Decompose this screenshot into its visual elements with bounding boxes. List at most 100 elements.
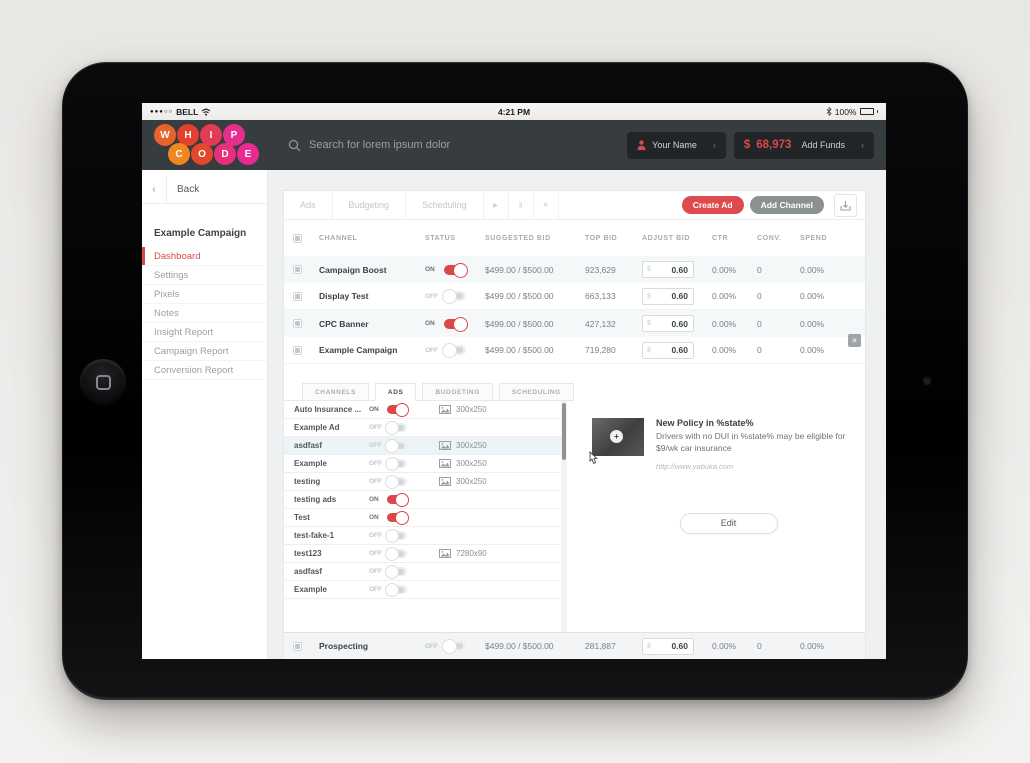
status-toggle[interactable] [444,316,468,332]
ad-toggle[interactable] [385,457,407,471]
top-bid: 281,887 [585,641,616,651]
battery-percent: 100% [834,106,857,117]
ad-toggle[interactable] [385,565,407,579]
dollar-icon: $ [743,139,751,151]
select-all-checkbox[interactable] [293,233,302,243]
adjust-bid-input[interactable]: $0.60 [642,315,694,332]
sidebar-item-dashboard[interactable]: Dashboard [142,247,267,266]
play-icon[interactable]: ▶ [484,191,509,219]
channel-row-campaign-boost[interactable]: Campaign Boost ON $499.00 / $500.00 923,… [284,256,865,283]
close-icon[interactable]: ✕ [534,191,559,219]
row-checkbox[interactable] [293,291,302,301]
ad-row[interactable]: test123 OFF 7280x90 [284,545,561,563]
detail-tab-ads[interactable]: ADS [374,383,417,401]
user-menu-button[interactable]: Your Name › [627,131,726,159]
clock: 4:21 PM [497,106,531,117]
ad-row[interactable]: testing OFF 300x250 [284,473,561,491]
ad-name: asdfasf [294,441,323,450]
ad-row[interactable]: Example Ad OFF [284,419,561,437]
channel-row-display-test[interactable]: Display Test OFF $499.00 / $500.00 663,1… [284,283,865,310]
detail-tab-scheduling[interactable]: SCHEDULING [498,383,574,401]
add-channel-button[interactable]: Add Channel [749,196,824,214]
suggested-bid: $499.00 / $500.00 [485,641,554,651]
ad-row[interactable]: Example OFF 300x250 [284,455,561,473]
status-toggle[interactable] [442,343,466,358]
ad-row[interactable]: test-fake-1 OFF [284,527,561,545]
ad-row[interactable]: Example OFF [284,581,561,599]
zoom-in-icon: + [610,430,623,443]
status-label: OFF [369,478,382,485]
status-toggle[interactable] [442,289,466,304]
logo-letter: E [237,143,259,165]
detail-tab-channels[interactable]: CHANNELS [302,383,369,401]
ad-toggle[interactable] [385,547,407,561]
logo-letter: I [200,124,222,146]
ad-row[interactable]: asdfasf OFF [284,563,561,581]
ad-toggle[interactable] [387,403,409,417]
tab-budgeting[interactable]: Budgeting [333,191,407,219]
conv-value: 0 [757,345,762,355]
ad-preview-image[interactable]: + [589,418,644,464]
row-checkbox[interactable] [293,345,302,355]
expanded-channel-section: ✕ Example Campaign OFF $499.00 / $500.00… [284,334,865,633]
row-checkbox[interactable] [293,319,302,328]
ad-body-text: Drivers with no DUI in %state% may be el… [656,431,846,453]
home-button[interactable] [80,359,126,405]
ad-toggle[interactable] [387,493,409,507]
search-input[interactable]: Search for lorem ipsum dolor [288,139,627,152]
image-icon [439,441,451,450]
ad-toggle[interactable] [385,475,407,489]
channel-row-cpc-banner[interactable]: CPC Banner ON $499.00 / $500.00 427,132 … [284,310,865,337]
bid-value: 0.60 [671,345,688,355]
close-panel-button[interactable]: ✕ [848,334,861,347]
sidebar-item-conversion-report[interactable]: Conversion Report [142,361,267,380]
whipcode-logo[interactable]: W H I P C O D E [152,123,260,167]
sidebar-item-settings[interactable]: Settings [142,266,267,285]
channel-name: Campaign Boost [319,264,387,275]
status-bar: ●●●○○ BELL 4:21 PM 100% [142,103,886,120]
ad-row-highlighted[interactable]: asdfasf OFF 300x250 [284,437,561,455]
adjust-bid-input[interactable]: $0.60 [642,261,694,278]
edit-ad-button[interactable]: Edit [679,512,778,534]
adjust-bid-input[interactable]: $0.60 [642,287,694,305]
ad-row[interactable]: testing ads ON [284,491,561,509]
camera [923,377,931,385]
sidebar-item-campaign-report[interactable]: Campaign Report [142,342,267,361]
ad-toggle[interactable] [385,529,407,543]
ad-toggle[interactable] [385,583,407,597]
pause-icon[interactable]: ‖ [509,191,534,219]
detail-tab-budgeting[interactable]: BUDGETING [422,383,493,401]
status-toggle[interactable] [444,262,468,278]
tab-ads[interactable]: Ads [284,191,333,219]
sidebar-item-notes[interactable]: Notes [142,304,267,323]
status-label: OFF [369,550,382,557]
ad-toggle[interactable] [385,421,407,435]
ad-toggle[interactable] [387,511,409,525]
export-button[interactable] [834,193,857,217]
adjust-bid-input[interactable]: $0.60 [642,341,694,359]
row-checkbox[interactable] [293,641,302,651]
card-toolbar: Ads Budgeting Scheduling ▶ ‖ ✕ Create Ad… [284,191,865,220]
tab-scheduling[interactable]: Scheduling [406,191,484,219]
scrollbar-thumb[interactable] [562,403,566,460]
bid-currency: $ [647,320,651,327]
back-button[interactable]: ‹ Back [142,176,267,204]
sidebar-item-pixels[interactable]: Pixels [142,285,267,304]
suggested-bid: $499.00 / $500.00 [485,318,554,329]
row-checkbox[interactable] [293,265,302,274]
create-ad-button[interactable]: Create Ad [681,196,744,214]
ad-url[interactable]: http://www.yabuka.com [656,461,734,471]
ad-row[interactable]: Auto Insurance ... ON 300x250 [284,401,561,419]
status-toggle[interactable] [442,639,466,654]
ads-scrollbar[interactable] [561,400,567,632]
funds-button[interactable]: $ 68,973 Add Funds › [733,131,874,159]
battery-icon [859,108,874,115]
adjust-bid-input[interactable]: $0.60 [642,637,694,655]
channel-name: Display Test [319,291,369,301]
ad-toggle[interactable] [385,439,407,453]
ad-row[interactable]: Test ON [284,509,561,527]
channel-row-prospecting[interactable]: Prospecting OFF $499.00 / $500.00 281,88… [284,633,865,659]
sidebar-item-insight-report[interactable]: Insight Report [142,323,267,342]
channel-row-example-campaign[interactable]: Example Campaign OFF $499.00 / $500.00 7… [284,337,865,364]
detail-tabs: CHANNELS ADS BUDGETING SCHEDULING [284,364,865,401]
